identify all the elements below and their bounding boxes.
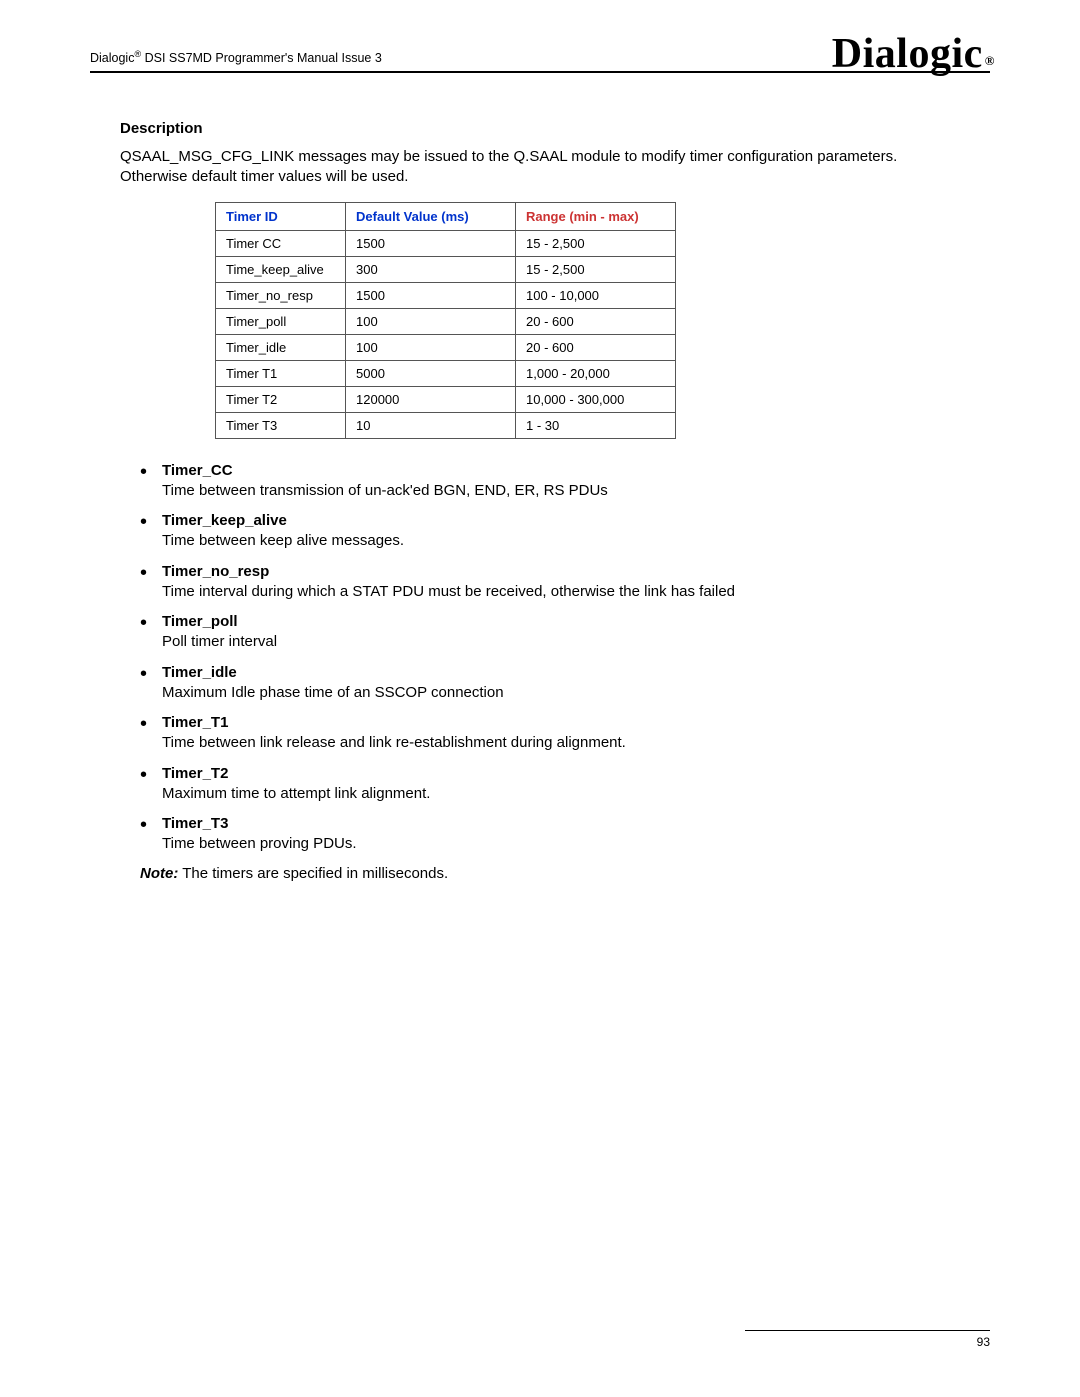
logo-text: Dialogic — [832, 31, 983, 77]
note-label: Note: — [140, 865, 178, 882]
def-term: Timer_CC — [162, 461, 960, 481]
def-term: Timer_poll — [162, 612, 960, 632]
table-row: Timer T212000010,000 - 300,000 — [216, 386, 676, 412]
page-footer: 93 — [745, 1330, 990, 1349]
def-term: Timer_no_resp — [162, 562, 960, 582]
td-def: 1500 — [346, 230, 516, 256]
td-def: 100 — [346, 308, 516, 334]
list-item: Timer_T3Time between proving PDUs. — [140, 814, 960, 855]
table-row: Timer T150001,000 - 20,000 — [216, 360, 676, 386]
table-row: Timer CC150015 - 2,500 — [216, 230, 676, 256]
note-block: Note: The timers are specified in millis… — [140, 865, 960, 882]
header-title-text: DSI SS7MD Programmer's Manual Issue 3 — [141, 51, 382, 65]
def-desc: Time between link release and link re-es… — [162, 734, 626, 751]
td-range: 20 - 600 — [516, 308, 676, 334]
def-desc: Maximum Idle phase time of an SSCOP conn… — [162, 684, 504, 701]
table-header-row: Timer ID Default Value (ms) Range (min -… — [216, 202, 676, 230]
def-term: Timer_T3 — [162, 814, 960, 834]
td-range: 10,000 - 300,000 — [516, 386, 676, 412]
content-area: Description QSAAL_MSG_CFG_LINK messages … — [120, 120, 960, 882]
list-item: Timer_T2Maximum time to attempt link ali… — [140, 764, 960, 805]
td-def: 5000 — [346, 360, 516, 386]
td-def: 120000 — [346, 386, 516, 412]
td-id: Timer T2 — [216, 386, 346, 412]
td-range: 15 - 2,500 — [516, 230, 676, 256]
def-term: Timer_T2 — [162, 764, 960, 784]
td-range: 1 - 30 — [516, 412, 676, 438]
def-desc: Time between keep alive messages. — [162, 532, 404, 549]
section-paragraph: QSAAL_MSG_CFG_LINK messages may be issue… — [120, 147, 960, 188]
table-row: Time_keep_alive30015 - 2,500 — [216, 256, 676, 282]
footer-rule — [745, 1330, 990, 1331]
list-item: Timer_pollPoll timer interval — [140, 612, 960, 653]
td-id: Timer T3 — [216, 412, 346, 438]
definitions-list: Timer_CCTime between transmission of un-… — [140, 461, 960, 855]
td-def: 300 — [346, 256, 516, 282]
td-range: 20 - 600 — [516, 334, 676, 360]
def-desc: Maximum time to attempt link alignment. — [162, 785, 430, 802]
def-desc: Time interval during which a STAT PDU mu… — [162, 583, 735, 600]
note-text: The timers are specified in milliseconds… — [178, 865, 448, 882]
th-range: Range (min - max) — [516, 202, 676, 230]
th-timer-id: Timer ID — [216, 202, 346, 230]
page: Dialogic® DSI SS7MD Programmer's Manual … — [0, 0, 1080, 1397]
def-term: Timer_keep_alive — [162, 511, 960, 531]
td-id: Timer T1 — [216, 360, 346, 386]
table-row: Timer_idle10020 - 600 — [216, 334, 676, 360]
def-term: Timer_T1 — [162, 713, 960, 733]
def-term: Timer_idle — [162, 663, 960, 683]
timer-table-wrap: Timer ID Default Value (ms) Range (min -… — [215, 202, 960, 439]
section-title: Description — [120, 120, 960, 137]
brand-logo: Dialogic® — [832, 30, 995, 78]
list-item: Timer_no_respTime interval during which … — [140, 562, 960, 603]
td-def: 10 — [346, 412, 516, 438]
table-row: Timer T3101 - 30 — [216, 412, 676, 438]
td-id: Timer_idle — [216, 334, 346, 360]
td-id: Time_keep_alive — [216, 256, 346, 282]
header-brand: Dialogic — [90, 51, 134, 65]
list-item: Timer_CCTime between transmission of un-… — [140, 461, 960, 502]
td-id: Timer_poll — [216, 308, 346, 334]
logo-reg: ® — [985, 53, 995, 68]
list-item: Timer_idleMaximum Idle phase time of an … — [140, 663, 960, 704]
def-desc: Time between transmission of un-ack'ed B… — [162, 482, 608, 499]
td-def: 1500 — [346, 282, 516, 308]
page-number: 93 — [745, 1335, 990, 1349]
table-row: Timer_no_resp1500100 - 10,000 — [216, 282, 676, 308]
td-range: 100 - 10,000 — [516, 282, 676, 308]
list-item: Timer_T1Time between link release and li… — [140, 713, 960, 754]
th-default-value: Default Value (ms) — [346, 202, 516, 230]
td-range: 1,000 - 20,000 — [516, 360, 676, 386]
def-desc: Time between proving PDUs. — [162, 835, 357, 852]
table-body: Timer CC150015 - 2,500 Time_keep_alive30… — [216, 230, 676, 438]
td-range: 15 - 2,500 — [516, 256, 676, 282]
list-item: Timer_keep_aliveTime between keep alive … — [140, 511, 960, 552]
def-desc: Poll timer interval — [162, 633, 277, 650]
table-row: Timer_poll10020 - 600 — [216, 308, 676, 334]
td-id: Timer_no_resp — [216, 282, 346, 308]
td-def: 100 — [346, 334, 516, 360]
timer-table: Timer ID Default Value (ms) Range (min -… — [215, 202, 676, 439]
td-id: Timer CC — [216, 230, 346, 256]
